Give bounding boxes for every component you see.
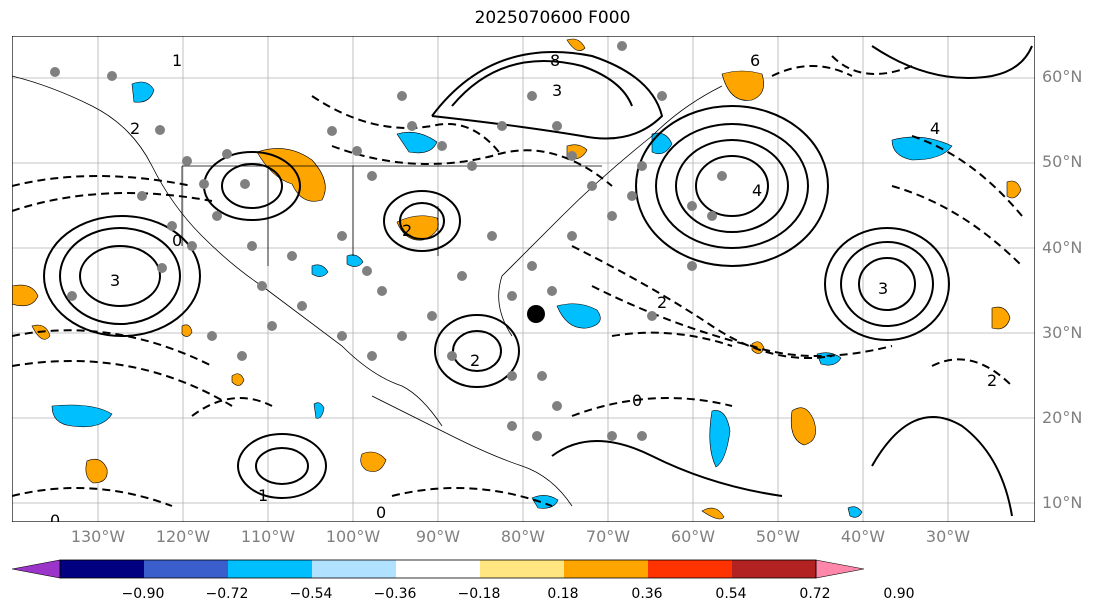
contour-label: 1 (172, 51, 182, 70)
lon-label: 70°W (585, 527, 631, 546)
colorbar-segment (396, 560, 480, 578)
map-title: 2025070600 F000 (474, 8, 631, 28)
contour-label: 8 (550, 51, 560, 70)
lon-label: 80°W (500, 527, 546, 546)
shading-positive (12, 38, 1022, 520)
lat-label: 40°N (1042, 238, 1083, 257)
contour-label: 3 (878, 279, 888, 298)
contour-label: 2 (402, 221, 412, 240)
colorbar-label: 0.90 (883, 586, 915, 602)
contour-label: 0 (50, 511, 60, 522)
contour-label: 4 (930, 119, 940, 138)
lon-label: 100°W (325, 527, 381, 546)
lat-label: 50°N (1042, 152, 1083, 171)
lon-label: 90°W (415, 527, 461, 546)
lat-label: 30°N (1042, 323, 1083, 342)
colorbar-label: 0.72 (799, 586, 831, 602)
colorbar-label: −0.36 (373, 586, 417, 602)
colorbar-segment (60, 560, 144, 578)
colorbar-label: −0.72 (205, 586, 249, 602)
lon-label: 40°W (840, 527, 886, 546)
contour-label: 2 (130, 119, 140, 138)
colorbar-label: 0.36 (631, 586, 663, 602)
station-dots (50, 41, 727, 441)
contour-label: 3 (552, 81, 562, 100)
colorbar-segment (732, 560, 816, 578)
contour-label: 2 (657, 293, 667, 312)
colorbar-label: −0.90 (121, 586, 165, 602)
lat-label: 60°N (1042, 67, 1083, 86)
colorbar-label: −0.54 (289, 586, 333, 602)
lat-label: 10°N (1042, 493, 1083, 512)
contour-label-group: 1 2 3 0 2 2 4 3 3 8 0 2 2 4 6 1 0 0 (50, 51, 997, 522)
contour-label: 2 (987, 371, 997, 390)
colorbar-segment (228, 560, 312, 578)
colorbar-segment (564, 560, 648, 578)
contour-label: 1 (258, 486, 268, 505)
colorbar-segment (144, 560, 228, 578)
colorbar-segment (480, 560, 564, 578)
lat-label: 20°N (1042, 408, 1083, 427)
colorbar-label: 0.18 (547, 586, 579, 602)
lon-label: 110°W (240, 527, 296, 546)
colorbar-extend-high (815, 559, 865, 579)
contour-label: 0 (172, 231, 182, 250)
contours-dashed (12, 55, 1023, 507)
contour-label: 0 (376, 503, 386, 522)
colorbar-extend-low (11, 559, 61, 579)
colorbar-segment (312, 560, 396, 578)
contour-label: 6 (750, 51, 760, 70)
contour-label: 3 (110, 271, 120, 290)
colorbar-label: −0.18 (457, 586, 501, 602)
lon-label: 60°W (670, 527, 716, 546)
lon-label: 50°W (755, 527, 801, 546)
contour-label: 4 (752, 181, 762, 200)
lon-label: 120°W (155, 527, 211, 546)
contour-label: 0 (632, 391, 642, 410)
lon-label: 130°W (70, 527, 126, 546)
highlight-marker (527, 305, 545, 323)
lon-label: 30°W (925, 527, 971, 546)
shading-negative (51, 81, 953, 518)
coastlines (12, 75, 723, 507)
contour-label: 2 (470, 351, 480, 370)
colorbar (11, 559, 865, 579)
colorbar-segment (648, 560, 732, 578)
colorbar-label: 0.54 (715, 586, 747, 602)
weather-map: 1 2 3 0 2 2 4 3 3 8 0 2 2 4 6 1 0 0 (12, 36, 1035, 522)
contours-solid (43, 45, 1033, 517)
